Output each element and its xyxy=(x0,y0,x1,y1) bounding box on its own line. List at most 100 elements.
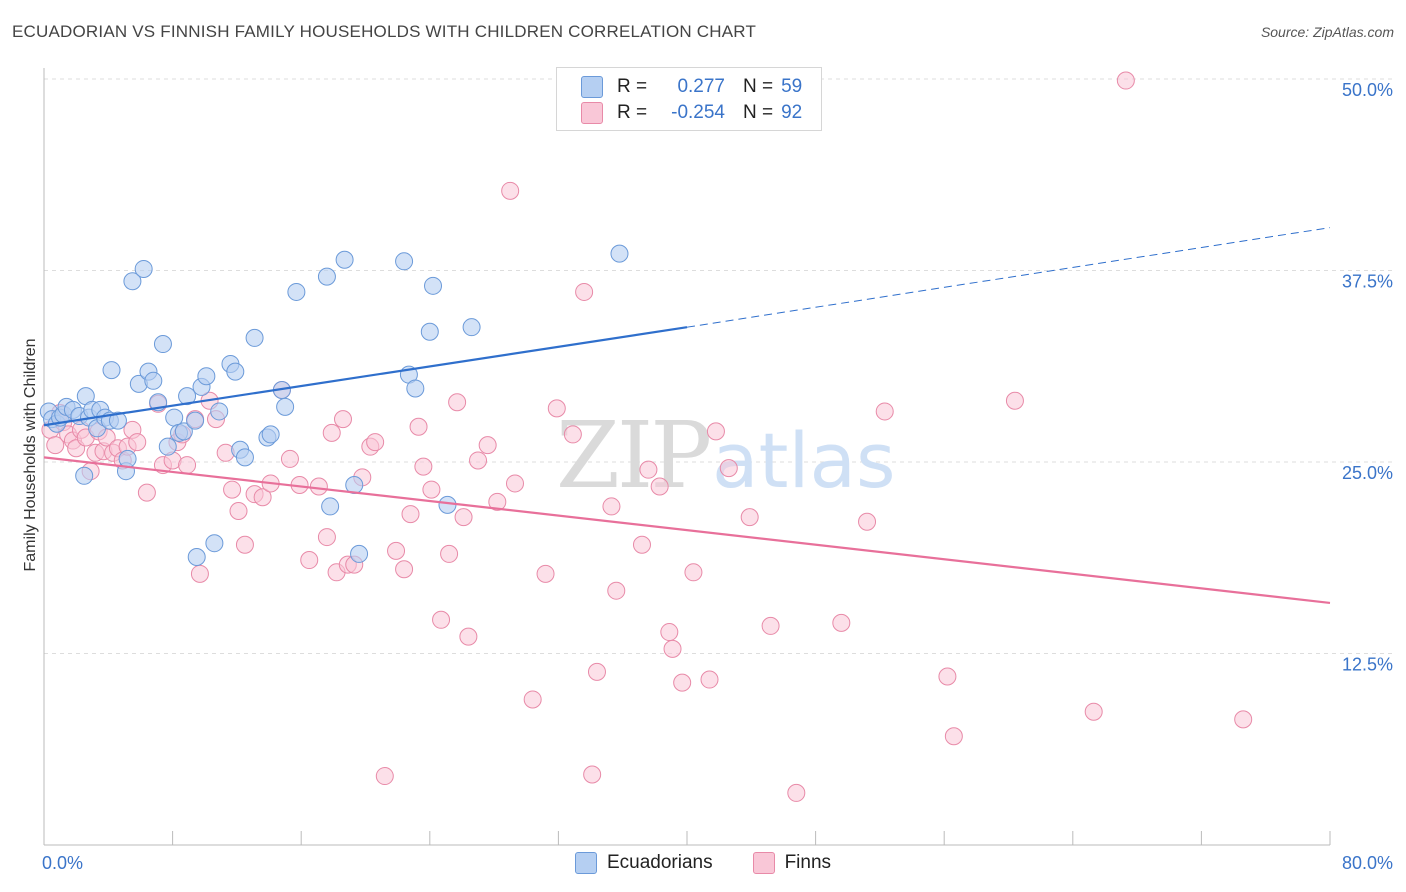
y-tick-label: 12.5% xyxy=(1342,655,1393,675)
series-legend-ecuadorians[interactable]: Ecuadorians xyxy=(574,852,713,874)
finns-point xyxy=(137,483,156,502)
grid-lines xyxy=(44,78,1395,654)
x-tick-label-max: 80.0% xyxy=(1342,853,1393,873)
correlation-legend: R = 0.277 N = 59 R = -0.254 N = 92 xyxy=(556,67,822,131)
ecuadorians-point xyxy=(118,449,137,468)
ecuadorians-point xyxy=(210,402,229,421)
series-swatch-ecuadorians xyxy=(574,852,597,874)
series-name-finns: Finns xyxy=(784,852,832,873)
watermark-zip: ZIP xyxy=(556,402,709,509)
ecuadorians-point xyxy=(424,276,443,295)
ecuadorians-point xyxy=(395,252,414,271)
series-legend-finns[interactable]: Finns xyxy=(752,852,832,874)
ecuadorians-point xyxy=(406,379,425,398)
series-name-ecuadorians: Ecuadorians xyxy=(606,852,713,873)
finns-point xyxy=(706,422,725,441)
y-axis-label: Family Households with Children xyxy=(22,339,39,572)
finns-point xyxy=(333,410,352,429)
finns-point xyxy=(673,673,692,692)
ecuadorians-point xyxy=(187,547,206,566)
ecuadorians-point xyxy=(108,411,127,430)
finns-point xyxy=(523,690,542,709)
finns-point xyxy=(309,477,328,496)
series-legend: Ecuadorians Finns xyxy=(0,852,1406,874)
chart-title: ECUADORIAN VS FINNISH FAMILY HOUSEHOLDS … xyxy=(12,22,757,41)
legend-row-ecuadorians: R = 0.277 N = 59 xyxy=(581,75,802,99)
ecuadorians-point xyxy=(123,272,142,291)
finns-point xyxy=(660,623,679,642)
watermark-atlas: atlas xyxy=(712,416,896,505)
finns-point xyxy=(1005,391,1024,410)
tick-labels: 12.5% 25.0% 37.5% 50.0% 0.0% 80.0% xyxy=(42,80,1393,873)
y-tick-label: 37.5% xyxy=(1342,272,1393,292)
legend-r-value: 0.277 xyxy=(677,76,725,97)
legend-swatch-ecuadorians xyxy=(581,76,603,98)
ecuadorians-point xyxy=(197,367,216,386)
y-tick-label: 25.0% xyxy=(1342,463,1393,483)
finns-point xyxy=(469,451,488,470)
finns-point xyxy=(602,497,621,516)
finns-point xyxy=(575,282,594,301)
ecuadorians-point xyxy=(205,534,224,553)
finns-point xyxy=(178,456,197,475)
ecuadorians-point xyxy=(226,362,245,381)
finns-point xyxy=(663,639,682,658)
ecuadorians-point xyxy=(261,425,280,444)
finns-point xyxy=(317,528,336,547)
finns-point xyxy=(587,662,606,681)
ecuadorians-trend-line xyxy=(43,326,688,427)
legend-n-label: N = xyxy=(743,102,774,123)
finns-point xyxy=(128,433,147,452)
finns-point xyxy=(366,433,385,452)
finns-point xyxy=(858,512,877,531)
finns-point xyxy=(235,535,254,554)
legend-n-value: 92 xyxy=(781,102,803,123)
finns-point xyxy=(832,613,851,632)
finns-point xyxy=(684,563,703,582)
ecuadorians-point xyxy=(321,497,340,516)
ecuadorians-point xyxy=(178,387,197,406)
ecuadorians-point xyxy=(186,411,205,430)
finns-point xyxy=(488,492,507,511)
finns-point xyxy=(639,460,658,479)
finns-point xyxy=(761,616,780,635)
finns-point xyxy=(938,667,957,686)
finns-points xyxy=(41,71,1253,802)
legend-swatch-finns xyxy=(581,102,603,124)
watermark: ZIP atlas xyxy=(556,402,896,509)
finns-point xyxy=(787,783,806,802)
ecuadorians-point xyxy=(174,422,193,441)
finns-point xyxy=(547,399,566,418)
series-swatch-finns xyxy=(752,852,775,874)
finns-point xyxy=(740,508,759,527)
finns-point xyxy=(632,535,651,554)
ecuadorians-point xyxy=(317,267,336,286)
finns-point xyxy=(280,449,299,468)
x-tick-label-min: 0.0% xyxy=(42,853,83,873)
ecuadorians-point xyxy=(462,318,481,337)
source-label: Source: ZipAtlas.com xyxy=(1260,24,1394,40)
trend-lines xyxy=(43,227,1331,605)
ecuadorians-point xyxy=(144,371,163,390)
ecuadorians-point xyxy=(610,244,629,263)
finns-point xyxy=(719,459,738,478)
finns-point xyxy=(583,765,602,784)
ecuadorians-point xyxy=(235,448,254,467)
finns-point xyxy=(536,564,555,583)
ecuadorians-point xyxy=(75,466,94,485)
legend-row-finns: R = -0.254 N = 92 xyxy=(581,101,802,125)
finns-point xyxy=(700,670,719,689)
finns-point xyxy=(440,544,459,563)
finns-point xyxy=(401,505,420,524)
ecuadorians-trend-extension xyxy=(686,227,1331,328)
finns-point xyxy=(650,477,669,496)
finns-point xyxy=(190,564,209,583)
legend-r-value: -0.254 xyxy=(671,102,725,123)
finns-point xyxy=(46,436,65,455)
finns-point xyxy=(432,610,451,629)
finns-point xyxy=(563,425,582,444)
finns-point xyxy=(414,457,433,476)
finns-point xyxy=(875,402,894,421)
ecuadorians-point xyxy=(245,328,264,347)
finns-point xyxy=(1116,71,1135,90)
